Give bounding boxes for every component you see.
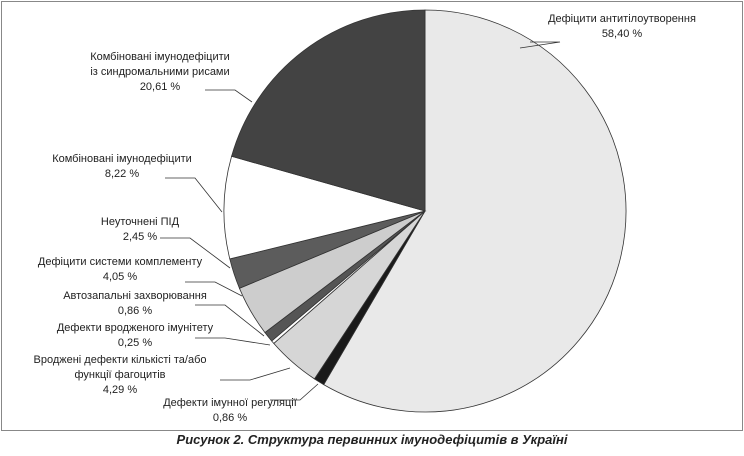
- value-label: 8,22 %: [105, 168, 139, 180]
- chart-frame: [1, 1, 743, 431]
- leader-line: [220, 367, 291, 381]
- slice-label: Комбіновані імунодефіцити: [52, 153, 192, 165]
- label-line: Автозапальні захворювання: [63, 290, 207, 302]
- leader-line: [165, 177, 223, 213]
- pie-slice: [223, 155, 427, 260]
- label-line: Дефекти імунної регуляції: [163, 397, 297, 409]
- chart-title: Рисунок 2. Структура первинних імунодефі…: [176, 432, 568, 447]
- value-label: 0,86 %: [213, 412, 247, 424]
- leader-line: [185, 281, 243, 297]
- slice-label: Дефіцити антитілоутворення: [548, 13, 696, 25]
- slice-label: Неуточнені ПІД: [101, 216, 180, 228]
- label-line: Комбіновані імунодефіцити: [52, 153, 192, 165]
- chart: Дефіцити антитілоутворення 58,40 % Дефекти…: [33, 9, 696, 424]
- leader-line: [195, 337, 271, 346]
- label-line: Комбіновані імунодефіцити: [90, 51, 230, 63]
- leader-line: [519, 41, 561, 49]
- pie-slice: [323, 9, 627, 413]
- slice-label: Вроджені дефекти кількісті та/або функції…: [33, 354, 206, 381]
- label-line: Дефекти вродженого імунітету: [57, 322, 214, 334]
- leader-line: [160, 237, 231, 269]
- value-label: 4,29 %: [103, 384, 137, 396]
- label-line: із синдромальними рисами: [90, 66, 229, 78]
- value-label: 58,40 %: [602, 28, 643, 40]
- label-line: Дефіцити системи комплементу: [38, 256, 203, 268]
- leader-line: [205, 89, 253, 103]
- slice-label: Дефекти імунної регуляції: [163, 397, 297, 409]
- slice-label: Автозапальні захворювання: [63, 290, 207, 302]
- value-label: 20,61 %: [140, 81, 181, 93]
- label-line: Дефіцити антитілоутворення: [548, 13, 696, 25]
- value-label: 4,05 %: [103, 271, 137, 283]
- pie-slice: [231, 9, 426, 212]
- label-line: Неуточнені ПІД: [101, 216, 180, 228]
- label-line: Вроджені дефекти кількісті та/або: [33, 354, 206, 366]
- label-line: функції фагоцитів: [75, 369, 166, 381]
- leader-line: [270, 383, 319, 401]
- leader-line: [195, 304, 265, 337]
- value-label: 0,25 %: [118, 337, 152, 349]
- slice-label: Дефекти вродженого імунітету: [57, 322, 214, 334]
- value-label: 0,86 %: [118, 305, 152, 317]
- slice-label: Комбіновані імунодефіцити із синдромальни…: [90, 51, 230, 78]
- slice-label: Дефіцити системи комплементу: [38, 256, 203, 268]
- value-label: 2,45 %: [123, 231, 157, 243]
